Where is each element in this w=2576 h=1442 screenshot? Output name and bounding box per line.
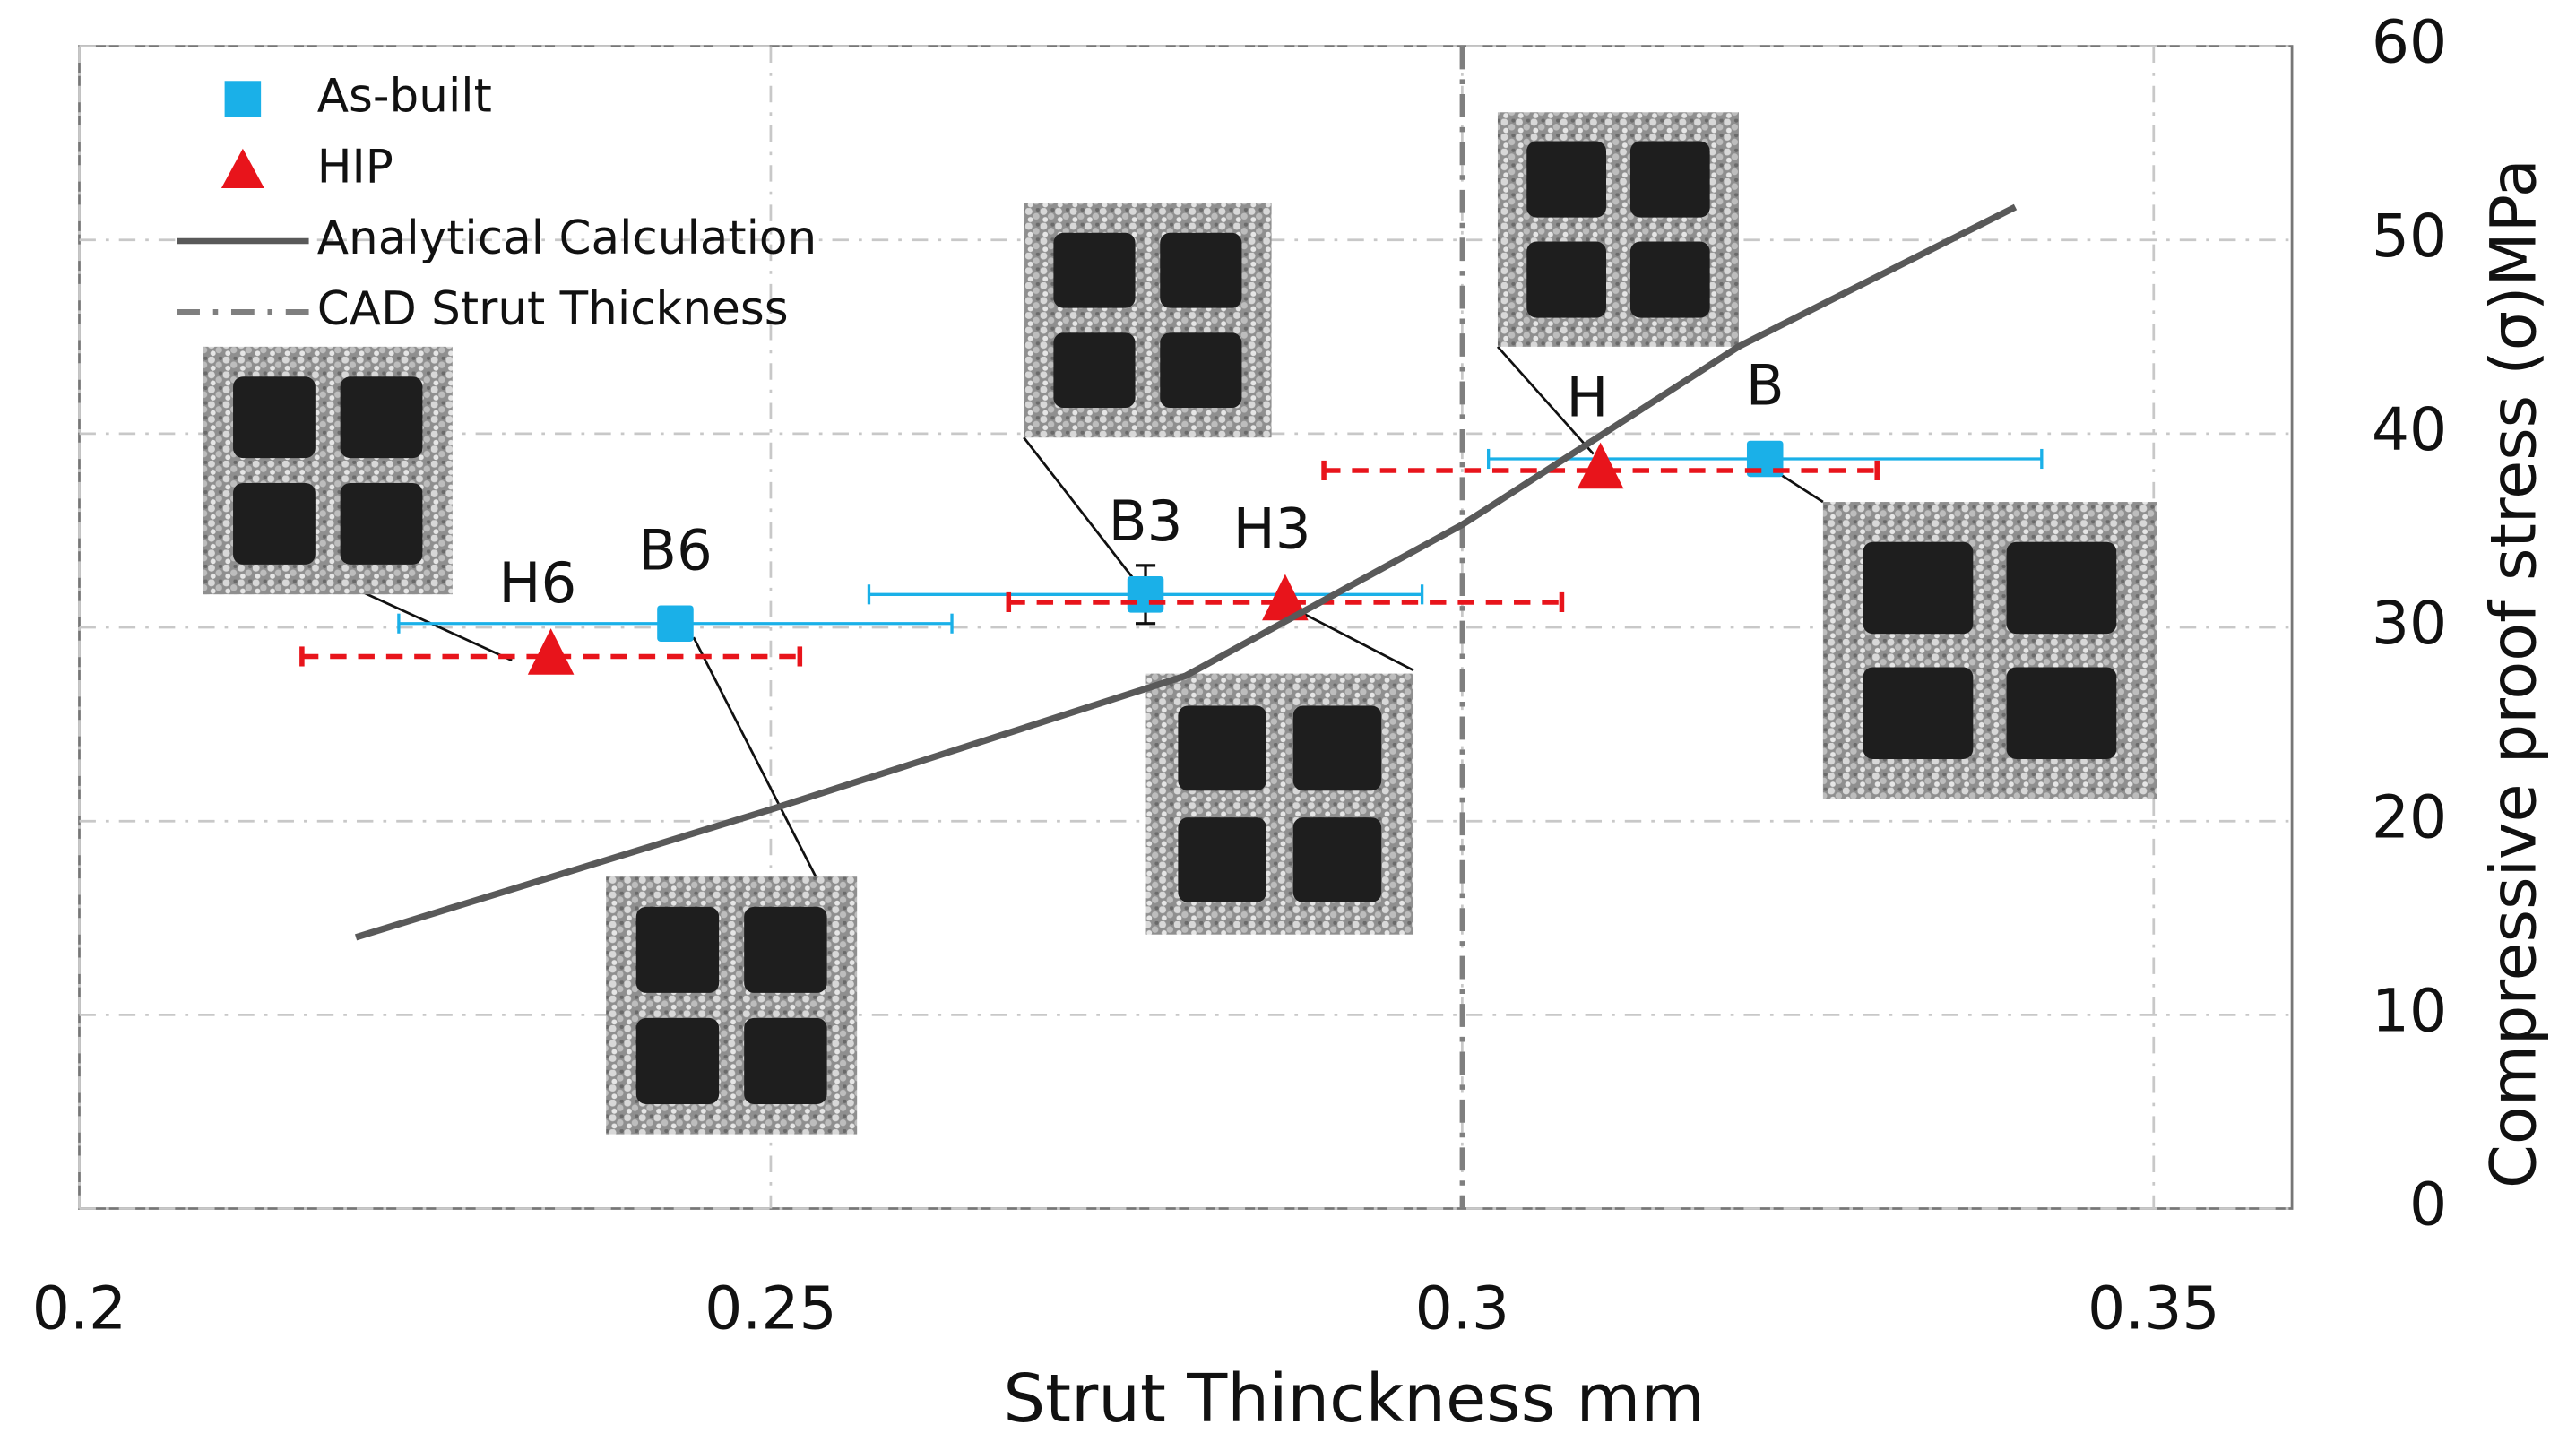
sem-pore [1293, 817, 1381, 902]
x-tick-label: 0.3 [1415, 1274, 1509, 1343]
sem-pore [1178, 705, 1266, 790]
sem-pore [636, 1018, 719, 1104]
sem-pore [1293, 705, 1381, 790]
point [657, 605, 694, 642]
sem-pore [1630, 142, 1710, 218]
leader-line [694, 637, 816, 876]
sem-pore [2007, 667, 2117, 759]
point-label: H [1566, 365, 1608, 430]
x-tick-label: 0.2 [32, 1274, 126, 1343]
point-label: B3 [1109, 488, 1183, 554]
point-label: B6 [638, 517, 713, 583]
sem-pore [341, 483, 423, 565]
legend-swatch [221, 149, 264, 188]
sem-image [203, 347, 453, 594]
point-label: H6 [498, 550, 576, 616]
sem-pore [1160, 332, 1241, 408]
y-tick-label: 10 [2372, 975, 2447, 1045]
sem-pore [1526, 242, 1606, 318]
sem-pore [233, 376, 316, 458]
sem-pore [1053, 332, 1135, 408]
legend-label: As-built [317, 70, 492, 124]
sem-image [1146, 674, 1413, 935]
point [1128, 576, 1164, 613]
sem-pore [1863, 542, 1974, 635]
sem-pore [744, 907, 826, 993]
sem-pore [1053, 233, 1135, 308]
legend-label: Analytical Calculation [317, 212, 817, 265]
legend-label: CAD Strut Thickness [317, 282, 789, 336]
chart: Strut Thinckness mm Compressive proof st… [0, 0, 2576, 1442]
y-axis-title: Compressive proof stress (σ)MPa [2477, 159, 2550, 1188]
sem-image [1024, 203, 1271, 438]
sem-pore [341, 376, 423, 458]
sem-pore [1863, 667, 1974, 759]
sem-image [606, 876, 857, 1134]
y-tick-label: 20 [2372, 781, 2447, 851]
x-tick-label: 0.25 [705, 1274, 837, 1343]
y-tick-label: 60 [2372, 7, 2447, 77]
legend-swatch [225, 81, 262, 117]
sem-pore [233, 483, 316, 565]
sem-image [1498, 112, 1739, 347]
sem-pore [744, 1018, 826, 1104]
leader-line [1776, 472, 1823, 502]
legend-label: HIP [317, 141, 393, 194]
point-label: H3 [1233, 496, 1311, 562]
point-label: B [1746, 353, 1785, 419]
x-tick-label: 0.35 [2088, 1274, 2220, 1343]
sem-pore [1160, 233, 1241, 308]
sem-pore [1526, 142, 1606, 218]
y-tick-label: 50 [2372, 201, 2447, 271]
x-axis-title: Strut Thinckness mm [1003, 1361, 1705, 1438]
y-tick-label: 40 [2372, 394, 2447, 464]
y-tick-label: 0 [2409, 1170, 2447, 1239]
sem-image [1823, 502, 2157, 799]
sem-pore [2007, 542, 2117, 635]
sem-pore [1178, 817, 1266, 902]
sem-pore [636, 907, 719, 993]
point [528, 628, 575, 675]
sem-pore [1630, 242, 1710, 318]
leader-line [1304, 614, 1413, 670]
y-tick-label: 30 [2372, 588, 2447, 658]
